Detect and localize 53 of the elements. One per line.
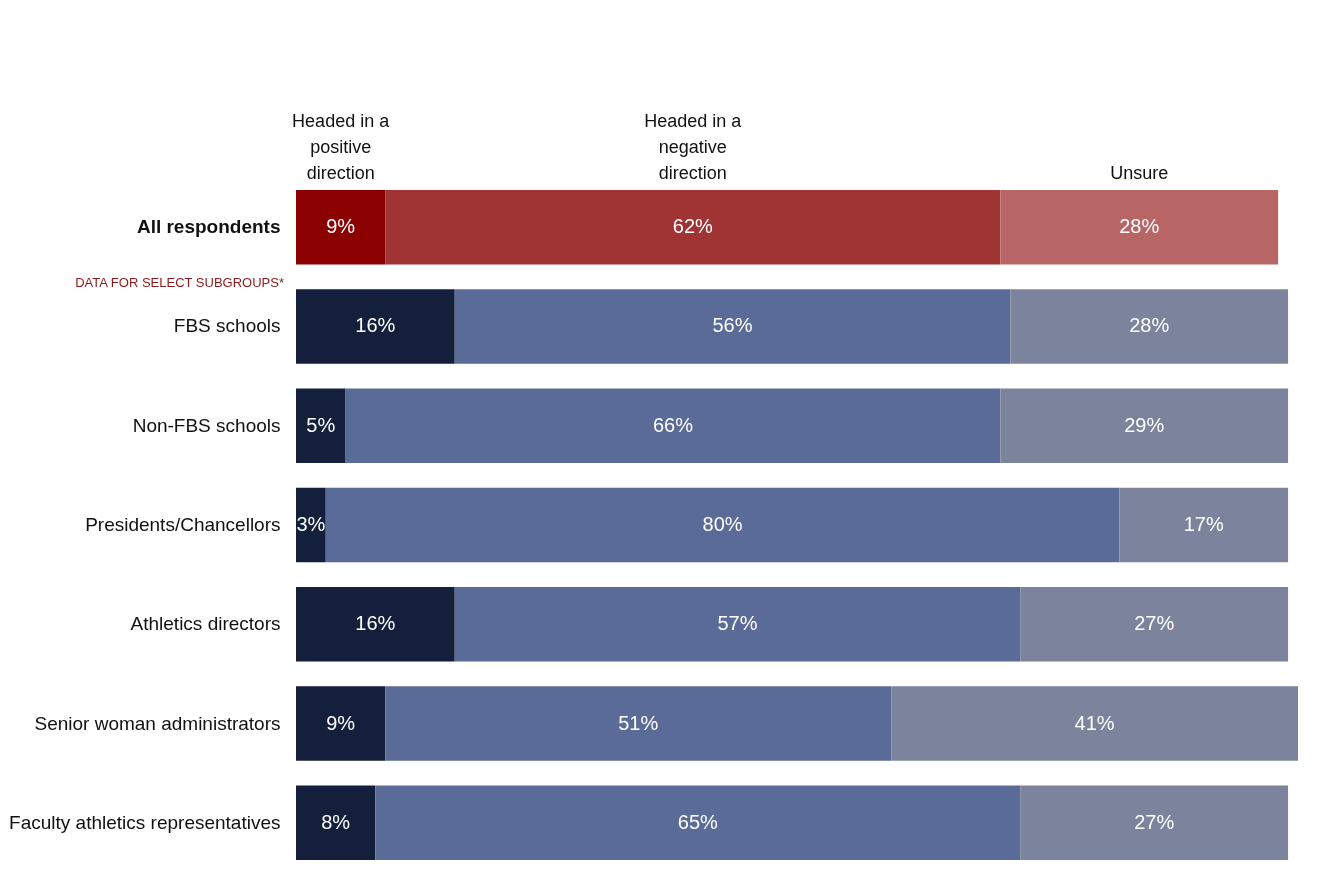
data-label: 62% — [672, 215, 714, 238]
bar — [325, 487, 1120, 563]
bar — [385, 189, 1001, 265]
y-tick-label: Senior woman administrators — [34, 712, 281, 734]
bar — [296, 189, 386, 265]
bar — [1000, 189, 1279, 265]
bar — [891, 686, 1298, 761]
bar — [1010, 289, 1289, 364]
data-label: 28% — [1119, 215, 1160, 238]
data-label: 5% — [306, 413, 336, 436]
data-label: 3% — [296, 513, 326, 535]
data-label: 8% — [321, 810, 351, 833]
data-label: 9% — [326, 215, 356, 238]
data-label: 9% — [326, 711, 356, 734]
data-label: 65% — [677, 810, 719, 833]
data-label: 27% — [1134, 612, 1175, 635]
bar — [385, 686, 892, 761]
data-label: 51% — [618, 711, 659, 734]
bar — [454, 587, 1021, 662]
series-label: Unsure — [1110, 163, 1169, 184]
y-tick-label: Non-FBS schools — [132, 414, 281, 436]
bar — [296, 289, 455, 364]
data-label: 66% — [652, 413, 694, 436]
y-tick-label: FBS schools — [173, 315, 281, 337]
data-label: 16% — [355, 612, 396, 635]
data-label: 56% — [712, 314, 753, 337]
bar — [296, 785, 376, 861]
bar — [1119, 487, 1289, 563]
y-tick-label: Athletics directors — [130, 613, 281, 635]
data-label: 29% — [1124, 413, 1165, 436]
bar — [296, 686, 386, 761]
bar — [296, 388, 346, 463]
text: DATA FOR SELECT SUBGROUPS* — [75, 275, 284, 291]
series-label: Headed in a positive direction — [292, 111, 391, 184]
data-label: 28% — [1129, 314, 1170, 337]
data-label: 17% — [1183, 513, 1224, 535]
bar — [345, 388, 1001, 463]
y-tick-label: Presidents/Chancellors — [85, 514, 281, 535]
series-label: Headed in a negative direction — [644, 111, 743, 184]
bar — [296, 587, 455, 662]
bar — [1020, 587, 1289, 662]
y-tick-label: All respondents — [136, 216, 281, 238]
data-label: 27% — [1134, 810, 1175, 833]
data-label: 16% — [355, 314, 396, 337]
y-tick-label: Faculty athletics representatives — [9, 811, 281, 833]
bar — [1000, 388, 1289, 463]
data-label: 80% — [702, 513, 743, 535]
bar — [1020, 785, 1289, 861]
bar — [375, 785, 1021, 861]
data-label: 57% — [717, 612, 758, 635]
data-label: 41% — [1074, 711, 1115, 734]
bar — [454, 289, 1011, 364]
bar — [296, 487, 326, 563]
